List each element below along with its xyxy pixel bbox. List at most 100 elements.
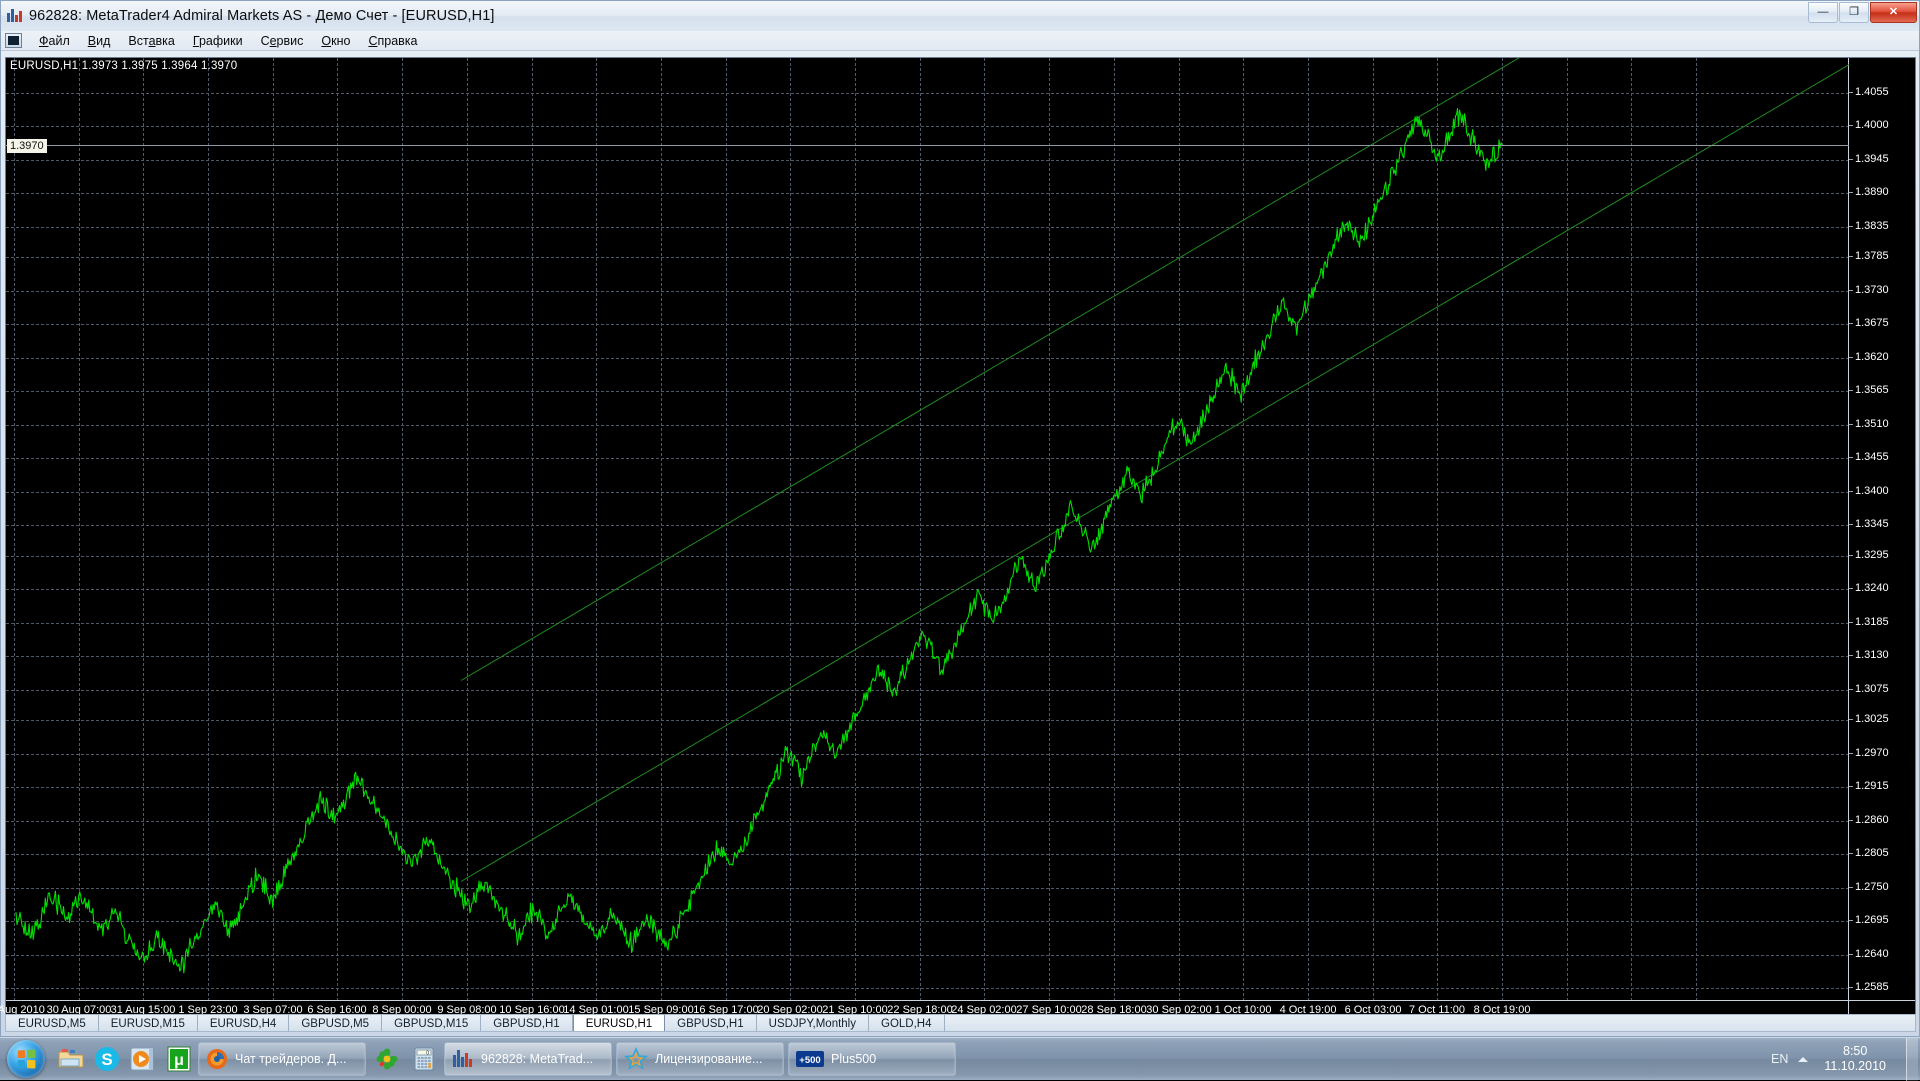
chart-window-icon[interactable] [5,33,22,48]
minimize-button[interactable]: — [1808,2,1838,23]
title-bar[interactable]: 962828: MetaTrader4 Admiral Markets AS -… [1,1,1919,31]
chart-tab-gbpusd-m5[interactable]: GBPUSD,M5 [289,1015,382,1031]
price-axis-tick: 1.3025 [1855,714,1889,725]
menu-item-insert[interactable]: Вставка [119,32,183,50]
chart-tab-gbpusd-h1[interactable]: GBPUSD,H1 [665,1015,756,1031]
price-axis-tick: 1.3130 [1855,650,1889,661]
price-tick-mark [1849,887,1853,888]
media-player-icon[interactable] [126,1041,160,1077]
price-tick-mark [1849,920,1853,921]
price-axis-tick: 1.3730 [1855,285,1889,296]
price-tick-mark [1849,524,1853,525]
menu-item-view[interactable]: Вид [79,32,120,50]
close-button[interactable]: ✕ [1870,2,1917,23]
taskbar-button-icq-icon[interactable] [370,1042,404,1076]
price-axis-tick: 1.3620 [1855,352,1889,363]
chart-tab-gbpusd-h1[interactable]: GBPUSD,H1 [481,1015,572,1031]
chart-tab-usdjpy-monthly[interactable]: USDJPY,Monthly [757,1015,869,1031]
menu-item-file[interactable]: Файл [30,32,79,50]
price-axis-tick: 1.2805 [1855,848,1889,859]
price-tick-mark [1849,323,1853,324]
menu-item-charts[interactable]: Графики [184,32,252,50]
equidistant-channel-upper-line [461,58,1849,680]
menu-item-service[interactable]: Сервис [252,32,313,50]
price-tick-mark [1849,719,1853,720]
windows-logo-icon [7,1040,45,1078]
chart-tab-eurusd-m5[interactable]: EURUSD,M5 [6,1015,99,1031]
window-title: 962828: MetaTrader4 Admiral Markets AS -… [29,8,495,24]
price-tick-mark [1849,457,1853,458]
price-tick-mark [1849,390,1853,391]
price-tick-mark [1849,555,1853,556]
taskbar-button-plus500[interactable]: +500 Plus500 [788,1042,956,1076]
price-tick-mark [1849,853,1853,854]
svg-text:μ: μ [174,1052,184,1069]
show-desktop-button[interactable] [1906,1038,1918,1081]
icq-icon [376,1048,398,1070]
menu-bar: Файл Вид Вставка Графики Сервис Окно Спр… [1,31,1919,51]
taskbar-button-label: 962828: MetaTrad... [481,1052,593,1066]
svg-text:S: S [101,1050,112,1069]
price-axis-tick: 1.2640 [1855,949,1889,960]
system-tray: EN 8:50 11.10.2010 [1771,1038,1920,1081]
price-tick-mark [1849,357,1853,358]
price-axis-tick: 1.3345 [1855,519,1889,530]
price-tick-mark [1849,987,1853,988]
price-axis-tick: 1.3240 [1855,583,1889,594]
star-icon [624,1047,648,1071]
window-controls: — ❐ ✕ [1808,2,1917,23]
price-tick-mark [1849,159,1853,160]
taskbar-button-чат-трейдеров-д-[interactable]: Чат трейдеров. Д... [198,1042,366,1076]
chart-tab-eurusd-m15[interactable]: EURUSD,M15 [99,1015,198,1031]
price-axis-tick: 1.4000 [1855,120,1889,131]
chart-plot-area[interactable]: EURUSD,H1 1.3973 1.3975 1.3964 1.3970 [6,58,1849,1001]
price-axis-tick: 1.3835 [1855,221,1889,232]
firefox-icon [206,1048,228,1070]
chart-tab-gold-h4[interactable]: GOLD,H4 [869,1015,945,1031]
price-axis-tick: 1.3185 [1855,617,1889,628]
price-axis-tick: 1.2695 [1855,915,1889,926]
chart-tab-eurusd-h4[interactable]: EURUSD,H4 [198,1015,289,1031]
clock-date: 11.10.2010 [1824,1059,1886,1074]
chart-tab-eurusd-h1[interactable]: EURUSD,H1 [573,1015,665,1031]
svg-text:+500: +500 [799,1055,820,1066]
chart-legend: EURUSD,H1 1.3973 1.3975 1.3964 1.3970 [10,60,237,72]
price-axis-tick: 1.3785 [1855,251,1889,262]
price-axis-tick: 1.2585 [1855,982,1889,993]
start-button[interactable] [2,1039,50,1079]
metatrader-main-window: 962828: MetaTrader4 Admiral Markets AS -… [0,0,1920,1037]
chart-tab-gbpusd-m15[interactable]: GBPUSD,M15 [382,1015,481,1031]
metatrader-icon [452,1048,474,1070]
svg-text:0: 0 [426,1051,429,1057]
price-tick-mark [1849,655,1853,656]
taskbar-button-calculator-icon[interactable]: 0 [408,1042,440,1076]
price-axis-tick: 1.3945 [1855,154,1889,165]
taskbar-button-962828-metatrad-[interactable]: 962828: MetaTrad... [444,1042,612,1076]
skype-icon[interactable]: S [90,1041,124,1077]
taskbar-button-label: Plus500 [831,1052,876,1066]
utorrent-icon[interactable]: μ [162,1041,196,1077]
price-axis-tick: 1.4055 [1855,87,1889,98]
taskbar-button-лицензирование-[interactable]: Лицензирование... [616,1042,784,1076]
price-tick-mark [1849,786,1853,787]
price-tick-mark [1849,125,1853,126]
price-axis-tick: 1.3295 [1855,550,1889,561]
price-tick-mark [1849,256,1853,257]
price-series-chart [6,58,1849,1001]
price-tick-mark [1849,290,1853,291]
clock[interactable]: 8:50 11.10.2010 [1818,1044,1892,1074]
chart-window[interactable]: EURUSD,H1 1.3973 1.3975 1.3964 1.3970 1.… [5,57,1916,1027]
language-indicator[interactable]: EN [1771,1052,1788,1066]
maximize-button[interactable]: ❐ [1839,2,1869,23]
price-tick-mark [1849,491,1853,492]
price-axis-tick: 1.3565 [1855,385,1889,396]
menu-item-window[interactable]: Окно [312,32,359,50]
taskbar-task-list: Чат трейдеров. Д... 0 962828: MetaTrad... Л… [196,1042,958,1076]
show-hidden-icons-icon[interactable] [1798,1057,1808,1062]
price-axis-tick: 1.3075 [1855,684,1889,695]
price-tick-mark [1849,753,1853,754]
menu-item-help[interactable]: Справка [359,32,426,50]
windows-explorer-icon[interactable] [54,1041,88,1077]
